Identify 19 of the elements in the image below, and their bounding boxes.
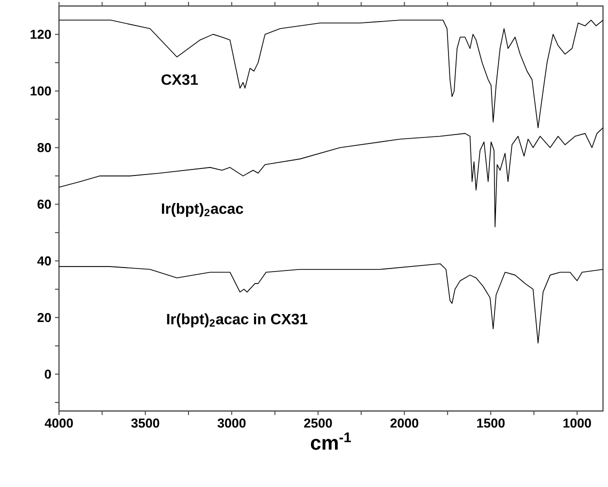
x-tick-label: 2500 (304, 418, 332, 428)
series-label: Ir(bpt)$_{2}$acac (162, 202, 244, 217)
series-label: CX31 (162, 74, 198, 85)
y-tick-label: 100 (30, 86, 51, 96)
y-tick-label: 0 (44, 370, 51, 379)
x-tick-label: 1500 (477, 418, 505, 428)
y-tick-label: 20 (38, 312, 51, 322)
x-tick-label: 2000 (390, 418, 418, 428)
x-tick-label: 1000 (564, 418, 591, 428)
y-tick-label: 120 (30, 30, 51, 39)
x-tick-label: 3500 (131, 418, 160, 428)
y-tick-label: 80 (37, 143, 51, 152)
line-series (58, 127, 604, 228)
x-tick-label: 3000 (218, 418, 246, 428)
x-axis-title: cm$^{-1}$ (310, 432, 351, 450)
x-tick-label: 4000 (44, 418, 73, 428)
y-tick-label: 60 (38, 200, 51, 209)
y-tick-label: 40 (37, 256, 51, 266)
series-label: Ir(bpt)$_{2}$acac in CX31 (167, 313, 308, 328)
